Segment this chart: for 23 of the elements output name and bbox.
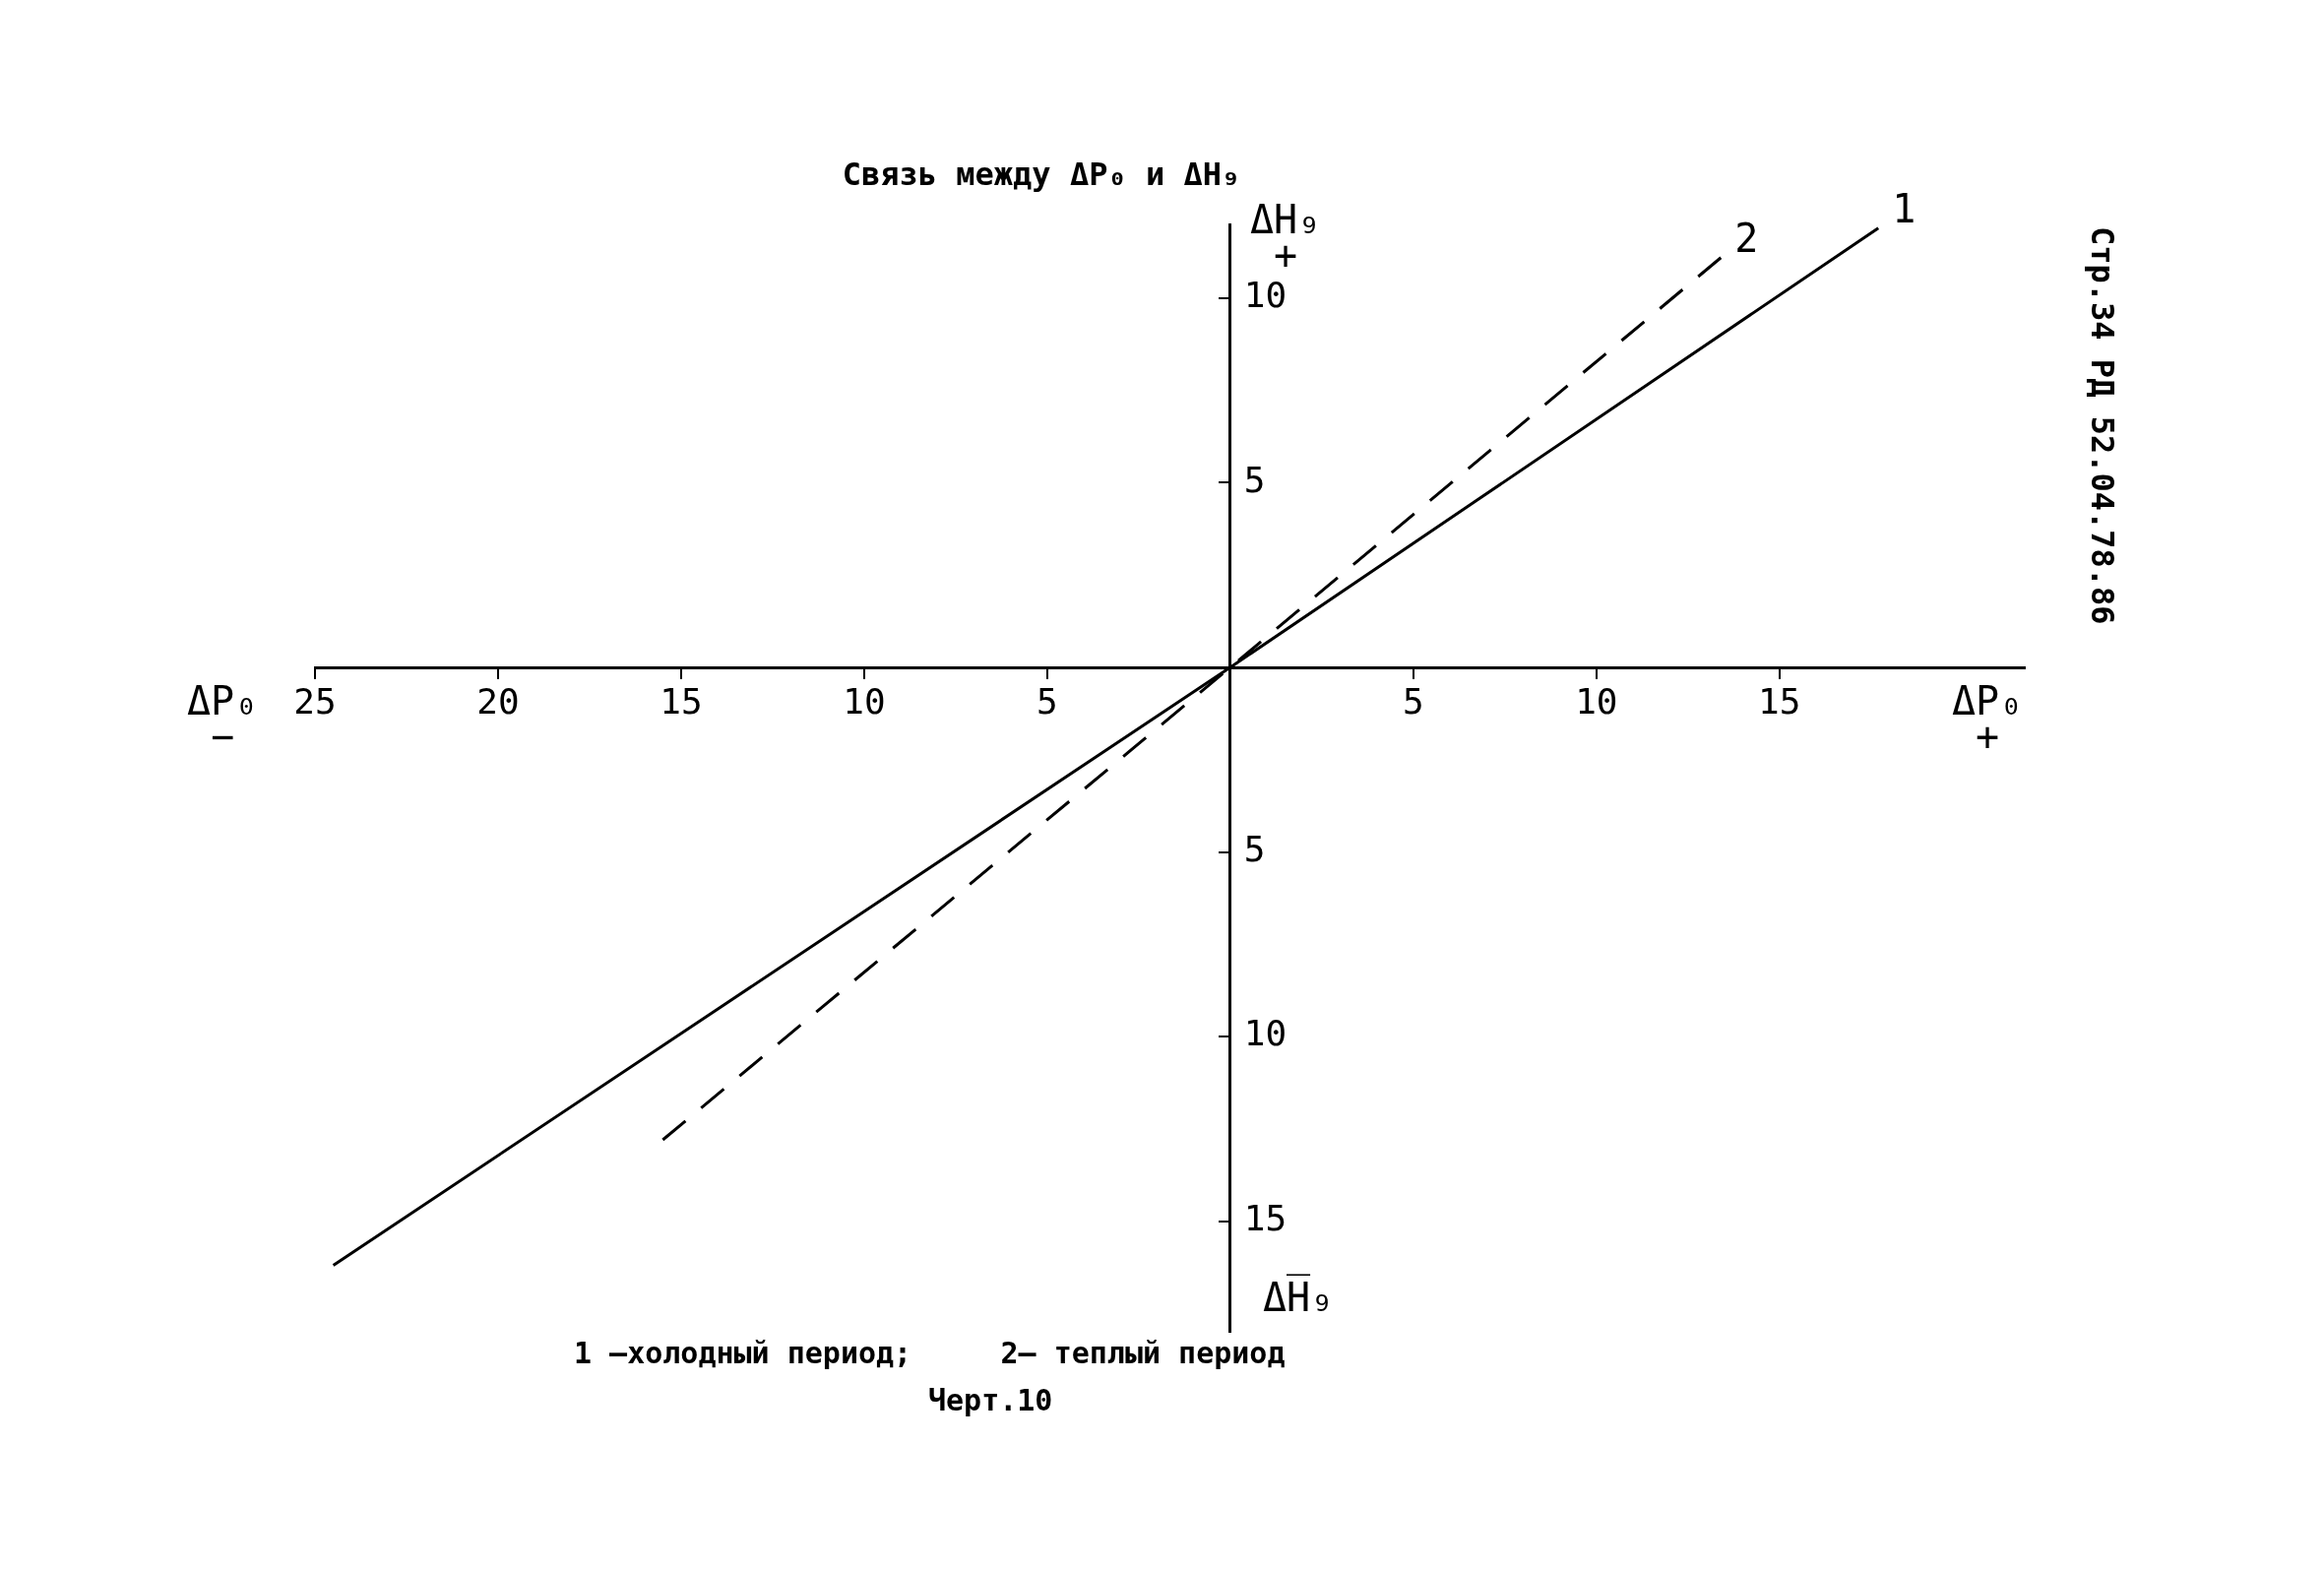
annotation: ΔH̅₉ <box>1263 1275 1335 1320</box>
series-label: 1 <box>1892 186 1916 232</box>
text: 1 –холодный период; 2– теплый период <box>574 1336 1286 1370</box>
chart-title: Связь между ΔP₀ и ΔH₉ <box>842 156 1241 193</box>
series-label: 2 <box>1734 216 1759 262</box>
text: Черт.10 <box>928 1383 1053 1417</box>
x-tick-label: 5 <box>1403 680 1424 722</box>
y-axis-title: ΔH₉ + <box>1250 197 1322 278</box>
y-tick-label: 10 <box>1243 275 1288 316</box>
text: Стр.34 РД 52.04.78.86 <box>2084 226 2122 625</box>
y-tick-label: 10 <box>1243 1013 1288 1054</box>
x-tick-label: 15 <box>1758 680 1801 722</box>
x-tick-label: 10 <box>1575 680 1618 722</box>
y-tick-label: 5 <box>1243 459 1266 500</box>
y-tick-label: 15 <box>1243 1197 1288 1238</box>
x-tick-label: 10 <box>843 680 886 722</box>
x-tick-label: 5 <box>1036 680 1058 722</box>
x-axis-title: ΔP₀ + <box>1952 678 2024 759</box>
x-tick-label: 25 <box>293 680 337 722</box>
x-tick-label: 20 <box>476 680 520 722</box>
text: ΔP₀ − <box>187 678 259 759</box>
x-tick-label: 15 <box>660 680 703 722</box>
y-tick-label: 5 <box>1243 828 1266 869</box>
